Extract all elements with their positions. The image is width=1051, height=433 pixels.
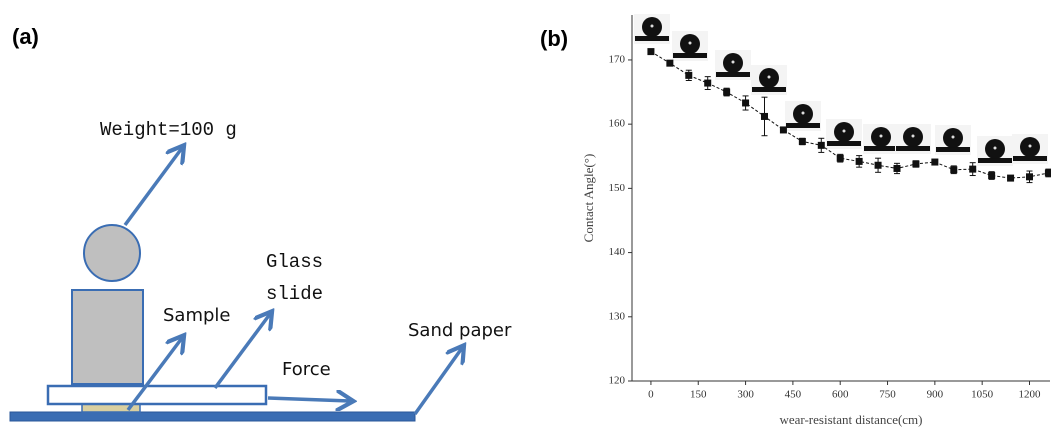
x-tick-label: 150 <box>690 389 707 401</box>
series-line <box>650 51 1049 179</box>
glass-label: Glass <box>266 251 323 273</box>
droplet-glint <box>842 129 846 133</box>
x-tick-label: 600 <box>832 389 849 401</box>
y-tick-label: 160 <box>609 118 626 130</box>
weight <box>83 224 141 282</box>
x-tick-label: 0 <box>648 389 654 401</box>
x-tick-label: 450 <box>785 389 802 401</box>
force-label: Force <box>282 359 331 380</box>
droplet-glint <box>911 134 915 138</box>
arrow <box>126 338 182 412</box>
droplet-glint <box>650 24 654 28</box>
x-tick-label: 1050 <box>971 389 994 401</box>
arrow <box>267 398 350 401</box>
sand-paper <box>9 411 416 422</box>
droplet-substrate <box>936 147 970 152</box>
arrow <box>123 148 182 227</box>
droplet-substrate <box>1013 156 1047 161</box>
droplet-substrate <box>716 72 750 77</box>
x-tick-label: 300 <box>737 389 754 401</box>
point <box>1007 174 1015 182</box>
point <box>874 161 882 169</box>
x-tick-label: 1200 <box>1018 389 1041 401</box>
arrow <box>413 348 462 416</box>
weight-label: Weight=100 g <box>100 119 237 141</box>
point <box>1025 173 1033 181</box>
point <box>969 165 977 173</box>
point <box>988 172 996 180</box>
droplet-glint <box>731 60 735 64</box>
sand-label: Sand paper <box>408 320 512 341</box>
y-tick-label: 120 <box>609 375 626 387</box>
y-axis-label: Contact Angle(°) <box>581 154 596 243</box>
droplet-glint <box>879 134 883 138</box>
droplet-substrate <box>978 158 1012 163</box>
droplet-glint <box>688 41 692 45</box>
droplet-substrate <box>896 146 930 151</box>
x-tick-label: 750 <box>879 389 896 401</box>
point <box>666 59 674 67</box>
arrow <box>213 314 270 390</box>
droplet-glint <box>767 75 771 79</box>
point <box>760 112 768 120</box>
sample-label: Sample <box>163 305 231 326</box>
droplet-substrate <box>673 53 707 58</box>
point <box>1044 169 1051 177</box>
point <box>817 141 825 149</box>
droplet-glint <box>951 135 955 139</box>
glass-slide <box>46 384 268 406</box>
block <box>71 289 144 385</box>
droplet-substrate <box>752 87 786 92</box>
point <box>836 154 844 162</box>
point <box>855 157 863 165</box>
x-axis-label: wear-resistant distance(cm) <box>779 412 922 427</box>
point <box>723 88 731 96</box>
panel-label: (a) <box>12 24 39 49</box>
point <box>704 79 712 87</box>
point <box>950 166 958 174</box>
glass-label: slide <box>266 283 323 305</box>
panel-label: (b) <box>540 26 568 51</box>
point <box>685 71 693 79</box>
droplet-substrate <box>635 36 669 41</box>
point <box>931 158 939 166</box>
diagram: (a) Weight=100 g Glass slide Sample Forc… <box>9 24 512 422</box>
x-tick-label: 900 <box>927 389 944 401</box>
droplet-glint <box>1028 144 1032 148</box>
y-tick-label: 130 <box>609 310 626 322</box>
point <box>779 126 787 134</box>
y-tick-label: 150 <box>609 182 626 194</box>
point <box>912 160 920 168</box>
droplet-substrate <box>827 141 861 146</box>
point <box>893 164 901 172</box>
point <box>742 99 750 107</box>
droplet-substrate <box>864 146 898 151</box>
droplet-substrate <box>786 123 820 128</box>
chart: (b) 120 130 140 150 160 170 0 150 300 450 600 750 90… <box>540 14 1051 427</box>
y-tick-label: 140 <box>609 246 626 258</box>
point <box>798 137 806 145</box>
droplet-glint <box>801 111 805 115</box>
droplet-glint <box>993 146 997 150</box>
point <box>647 48 655 56</box>
y-tick-label: 170 <box>609 53 626 65</box>
